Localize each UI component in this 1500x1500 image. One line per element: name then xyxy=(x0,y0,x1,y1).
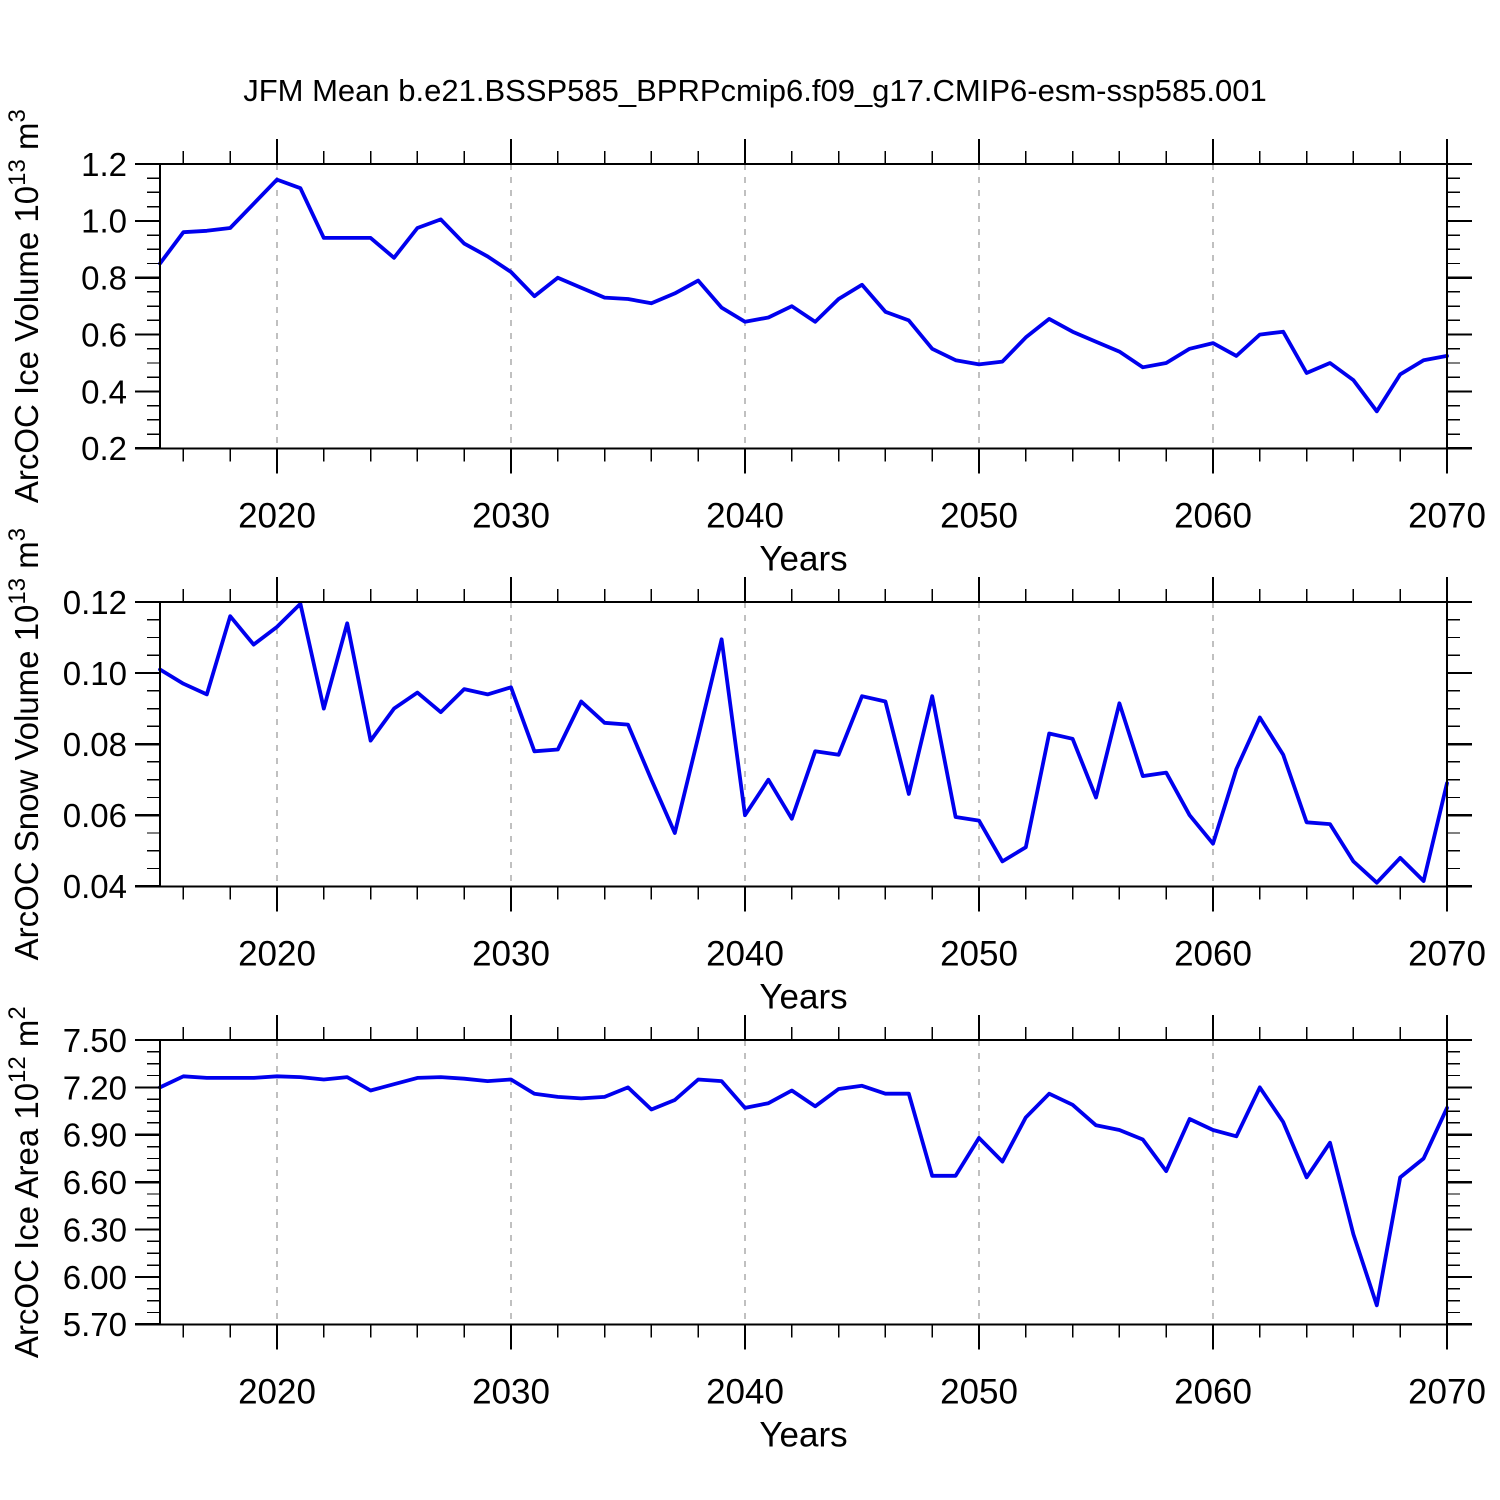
y-tick-label: 6.90 xyxy=(63,1117,127,1154)
x-tick-label: 2040 xyxy=(706,1372,784,1411)
y-tick-label: 0.6 xyxy=(81,316,127,353)
y-axis: 0.04 0.06 0.08 0.10 0.12 xyxy=(63,584,1472,905)
x-tick-label: 2070 xyxy=(1408,496,1486,535)
x-axis: 2020 2030 2040 2050 2060 2070 Years xyxy=(182,139,1486,578)
x-tick-label: 2030 xyxy=(472,934,550,973)
y-tick-label: 0.08 xyxy=(63,726,127,763)
x-axis: 2020 2030 2040 2050 2060 2070 Years xyxy=(182,1015,1486,1454)
data-line-snow-volume xyxy=(158,601,1449,885)
y-tick-label: 7.20 xyxy=(63,1069,127,1106)
y-tick-label: 0.2 xyxy=(81,430,127,467)
chart-panels: 2020 2030 2040 2050 2060 2070Years0.20.40.60.… xyxy=(4,109,1486,1454)
y-tick-label: 6.30 xyxy=(63,1211,127,1248)
y-tick-label: 7.50 xyxy=(63,1022,127,1059)
x-tick-label: 2040 xyxy=(706,496,784,535)
panel-ice-area: 2020 2030 2040 2050 2060 2070 Years 5.70 6.00 6.3… xyxy=(4,1006,1486,1454)
x-tick-label: 2030 xyxy=(472,1372,550,1411)
y-tick-label: 0.06 xyxy=(63,797,127,834)
y-tick-label: 0.4 xyxy=(81,373,127,410)
y-tick-label: 6.60 xyxy=(63,1164,127,1201)
y-axis-title: ArcOC Snow Volume 1013 m3 xyxy=(4,528,45,961)
x-tick-label: 2050 xyxy=(940,934,1018,973)
x-tick-label: 2050 xyxy=(940,1372,1018,1411)
plot-frame xyxy=(159,163,1448,450)
y-tick-label: 0.8 xyxy=(81,260,127,297)
data-line-ice-volume xyxy=(158,177,1449,414)
gridlines xyxy=(276,602,1214,887)
x-axis-title: Years xyxy=(759,1415,847,1454)
x-tick-label: 2020 xyxy=(238,1372,316,1411)
data-line-ice-area xyxy=(158,1074,1449,1308)
x-tick-label: 2060 xyxy=(1174,934,1252,973)
x-axis-title: Years xyxy=(759,977,847,1016)
x-tick-label: 2060 xyxy=(1174,496,1252,535)
panel-ice-volume: 2020 2030 2040 2050 2060 2070Years0.20.40.60.… xyxy=(4,109,1486,578)
panel-snow-volume: 2020 2030 2040 2050 2060 2070Years0.040.060.0… xyxy=(4,528,1486,1016)
x-tick-label: 2030 xyxy=(472,496,550,535)
x-tick-label: 2070 xyxy=(1408,1372,1486,1411)
x-tick-label: 2020 xyxy=(238,496,316,535)
y-tick-label: 0.12 xyxy=(63,584,127,621)
y-tick-label: 6.00 xyxy=(63,1259,127,1296)
y-tick-label: 0.04 xyxy=(63,868,127,905)
y-tick-label: 5.70 xyxy=(63,1306,127,1343)
x-tick-label: 2020 xyxy=(238,934,316,973)
y-axis: 5.70 6.00 6.30 6.60 6.90 7.20 7.50 xyxy=(63,1022,1472,1343)
y-tick-label: 0.10 xyxy=(63,655,127,692)
plot-border xyxy=(159,1039,1448,1326)
x-axis: 2020 2030 2040 2050 2060 2070 Years xyxy=(182,577,1486,1016)
x-tick-label: 2040 xyxy=(706,934,784,973)
x-axis-title: Years xyxy=(759,539,847,578)
y-tick-label: 1.0 xyxy=(81,203,127,240)
y-axis-title: ArcOC Ice Volume 1013 m3 xyxy=(4,109,45,503)
x-tick-label: 2060 xyxy=(1174,1372,1252,1411)
gridlines xyxy=(276,164,1214,449)
x-tick-label: 2050 xyxy=(940,496,1018,535)
y-axis: 0.2 0.4 0.6 0.8 1.0 1.2 xyxy=(81,146,1472,467)
y-tick-label: 1.2 xyxy=(81,146,127,183)
plot-border xyxy=(159,163,1448,450)
chart-title: JFM Mean b.e21.BSSP585_BPRPcmip6.f09_g17… xyxy=(243,73,1267,108)
plot-frame xyxy=(159,1039,1448,1326)
x-tick-label: 2070 xyxy=(1408,934,1486,973)
gridlines xyxy=(276,1040,1214,1325)
y-axis-title: ArcOC Ice Area 1012 m2 xyxy=(4,1006,45,1358)
